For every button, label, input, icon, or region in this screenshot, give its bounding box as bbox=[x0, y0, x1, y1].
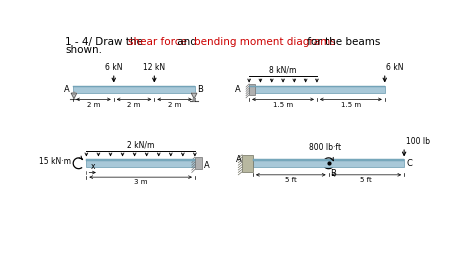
Text: 6 kN: 6 kN bbox=[105, 63, 122, 72]
Text: B: B bbox=[197, 85, 203, 94]
Bar bbox=[86, 159, 195, 161]
Polygon shape bbox=[71, 93, 77, 99]
Text: x: x bbox=[91, 162, 95, 171]
Text: 1.5 m: 1.5 m bbox=[341, 102, 361, 108]
Text: 3 m: 3 m bbox=[134, 179, 147, 186]
Text: 1.5 m: 1.5 m bbox=[273, 102, 293, 108]
Circle shape bbox=[193, 99, 195, 101]
Text: bending moment diagrams: bending moment diagrams bbox=[194, 37, 336, 47]
Text: A: A bbox=[237, 155, 242, 164]
Text: 1 - 4/ Draw the: 1 - 4/ Draw the bbox=[65, 37, 146, 47]
Polygon shape bbox=[191, 93, 197, 99]
Text: 15 kN·m: 15 kN·m bbox=[39, 157, 71, 166]
Bar bbox=[73, 86, 195, 93]
Text: shown.: shown. bbox=[65, 45, 102, 55]
Text: A: A bbox=[235, 85, 241, 94]
Bar bbox=[249, 86, 385, 93]
Text: C: C bbox=[406, 159, 412, 168]
Text: for the beams: for the beams bbox=[304, 37, 381, 47]
Text: A: A bbox=[64, 85, 70, 94]
Text: 2 m: 2 m bbox=[168, 102, 181, 108]
Circle shape bbox=[73, 92, 75, 94]
Text: 5 ft: 5 ft bbox=[360, 177, 372, 183]
Bar bbox=[253, 159, 404, 167]
Bar bbox=[242, 155, 253, 172]
Text: 2 m: 2 m bbox=[87, 102, 100, 108]
Text: A: A bbox=[204, 161, 210, 170]
Bar bbox=[195, 157, 202, 169]
Text: 8 kN/m: 8 kN/m bbox=[269, 66, 297, 75]
Text: 2 m: 2 m bbox=[128, 102, 141, 108]
Bar bbox=[73, 86, 195, 87]
Bar bbox=[249, 86, 385, 87]
Bar bbox=[253, 159, 404, 161]
Bar bbox=[86, 159, 195, 167]
Text: shear force: shear force bbox=[128, 37, 187, 47]
Text: and: and bbox=[174, 37, 200, 47]
Text: 5 ft: 5 ft bbox=[285, 177, 297, 183]
Text: 12 kN: 12 kN bbox=[143, 63, 165, 72]
Text: 100 lb: 100 lb bbox=[406, 136, 429, 145]
Text: 6 kN: 6 kN bbox=[386, 63, 404, 72]
Text: 800 lb·ft: 800 lb·ft bbox=[309, 143, 341, 152]
Bar bbox=[249, 84, 255, 95]
Text: 2 kN/m: 2 kN/m bbox=[127, 140, 155, 149]
Text: B: B bbox=[330, 169, 336, 178]
